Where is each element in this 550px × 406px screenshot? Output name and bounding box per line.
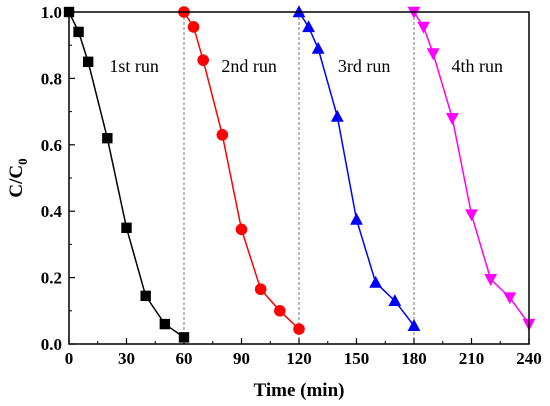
run-separators [183, 12, 415, 344]
x-tick-label: 210 [459, 349, 485, 368]
data-point-triangle-down [465, 209, 478, 222]
y-tick-label: 0.4 [41, 202, 63, 221]
series-3 [292, 5, 421, 331]
data-point-triangle-up [330, 109, 344, 122]
data-point-square [82, 56, 94, 67]
run-label-2: 2nd run [221, 56, 277, 76]
run-label-3: 3rd run [338, 56, 391, 76]
y-tick-label: 0.8 [41, 69, 62, 88]
y-tick-label: 1.0 [41, 3, 62, 22]
y-axis-title-subscript: 0 [15, 158, 30, 165]
x-tick-label: 120 [286, 349, 312, 368]
data-point-circle [197, 54, 209, 66]
x-tick-label: 150 [344, 349, 370, 368]
x-tick-label: 180 [401, 349, 427, 368]
data-point-square [159, 318, 171, 330]
x-tick-label: 0 [65, 349, 74, 368]
data-point-triangle-down [445, 113, 459, 125]
series-2 [178, 6, 305, 335]
x-tick-label: 60 [176, 349, 193, 368]
data-point-triangle-down [484, 274, 498, 286]
data-point-triangle-down [503, 292, 517, 305]
y-tick-label: 0.2 [41, 269, 62, 288]
data-point-square [102, 132, 113, 144]
data-point-triangle-up [350, 212, 363, 225]
data-point-square [178, 332, 190, 343]
data-point-circle [293, 323, 305, 335]
data-point-square [73, 26, 84, 38]
x-tick-label: 30 [118, 349, 135, 368]
data-point-triangle-down [426, 48, 440, 61]
data-point-triangle-up [369, 275, 383, 288]
data-point-triangle-up [302, 20, 315, 33]
data-point-triangle-down [417, 21, 430, 34]
x-axis-title: Time (min) [254, 380, 345, 401]
series-4 [407, 6, 536, 331]
data-point-circle [187, 21, 200, 33]
run-label-4: 4th run [452, 56, 504, 76]
y-axis-title: C/C0 [6, 158, 30, 197]
run-label-1: 1st run [109, 56, 159, 76]
data-point-circle [254, 283, 267, 296]
data-point-triangle-up [311, 41, 325, 54]
y-tick-label: 0.0 [41, 335, 62, 354]
x-tick-label: 240 [516, 349, 542, 368]
x-tick-label: 90 [233, 349, 250, 368]
axis-ticks: 0 30 60 90 120 150 180 210 240 0.0 0.2 0.4 0.6 0.8 1.0 [41, 3, 542, 368]
data-point-triangle-up [388, 294, 402, 307]
data-point-triangle-up [407, 319, 421, 331]
data-point-circle [235, 223, 248, 236]
data-point-circle [274, 305, 286, 317]
data-point-square [140, 290, 151, 302]
series-layer [63, 5, 536, 343]
run-annotations: 1st run 2nd run 3rd run 4th run [109, 56, 503, 76]
y-tick-label: 0.6 [41, 136, 62, 155]
data-point-circle [216, 129, 229, 141]
y-axis-title-main: C/C [6, 165, 27, 198]
data-point-square [121, 222, 132, 233]
